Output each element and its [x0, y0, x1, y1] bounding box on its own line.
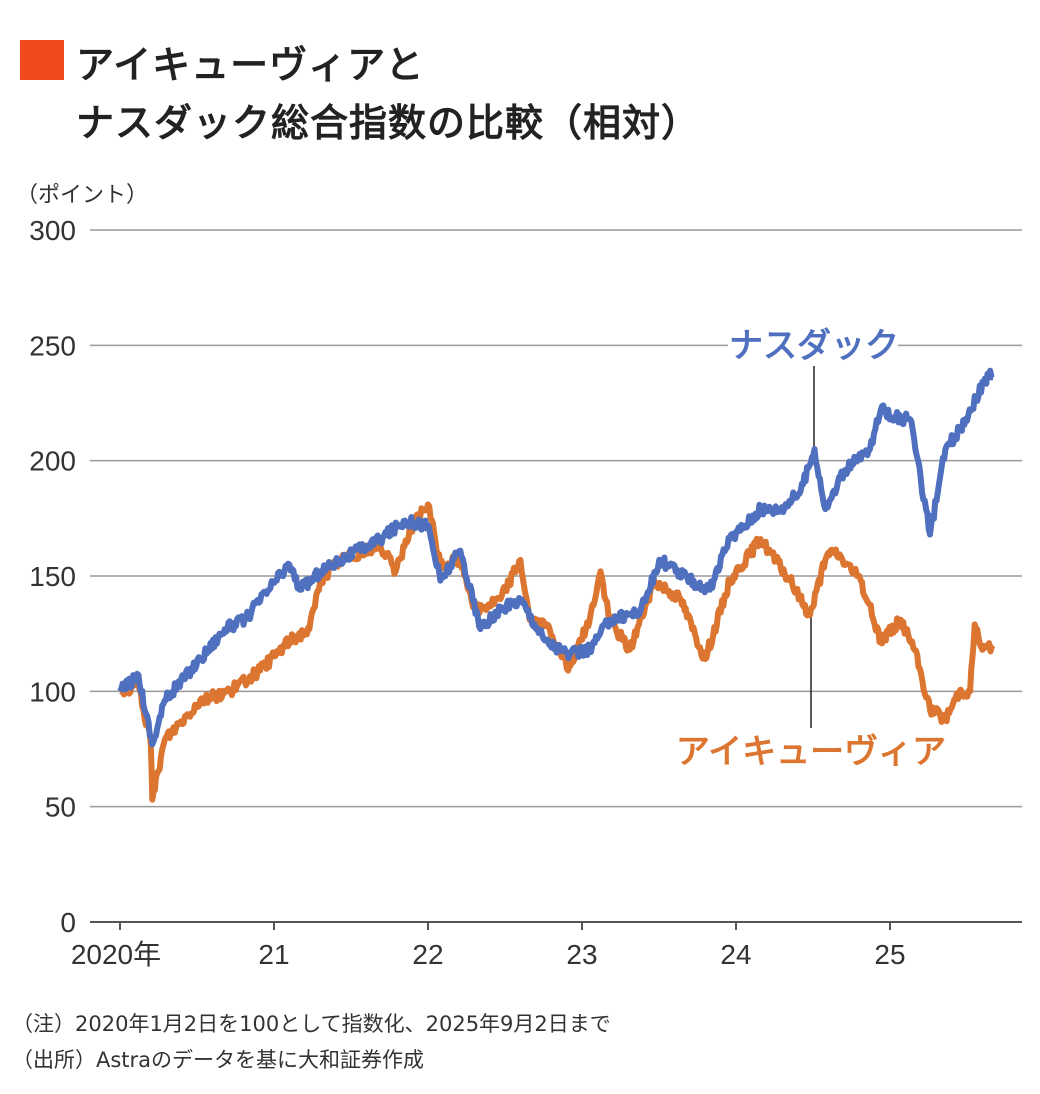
x-tick-label: 21	[258, 939, 289, 970]
y-tick-label: 150	[29, 561, 76, 592]
title-marker	[20, 40, 64, 80]
y-axis-label: （ポイント）	[16, 182, 148, 207]
source-text: （出所）Astraのデータを基に大和証券作成	[12, 1048, 425, 1072]
x-tick-label: 22	[412, 939, 443, 970]
y-tick-label: 0	[60, 907, 76, 938]
x-tick-label: 24	[720, 939, 751, 970]
y-tick-label: 300	[29, 215, 76, 246]
x-tick-label: 2020年	[71, 939, 161, 970]
x-tick-label: 23	[566, 939, 597, 970]
iqvia-label: アイキューヴィア	[676, 732, 946, 771]
y-tick-label: 200	[29, 446, 76, 477]
nasdaq-label: ナスダック	[729, 327, 899, 365]
x-tick-label: 25	[874, 939, 905, 970]
chart-title-line2: ナスダック総合指数の比較（相対）	[76, 101, 701, 145]
series-line-nasdaq	[117, 367, 995, 748]
y-tick-label: 100	[29, 676, 76, 707]
note-text: （注）2020年1月2日を100として指数化、2025年9月2日まで	[12, 1012, 611, 1036]
chart-title-line1: アイキューヴィアと	[76, 43, 425, 87]
nasdaq-label-bg	[728, 322, 898, 366]
y-tick-label: 50	[45, 792, 76, 823]
line-chart: （ポイント） 0 50 100 150 200 250 300 2020年 21 22 23 24 25 ナ…	[16, 182, 1022, 970]
y-tick-label: 250	[29, 330, 76, 361]
